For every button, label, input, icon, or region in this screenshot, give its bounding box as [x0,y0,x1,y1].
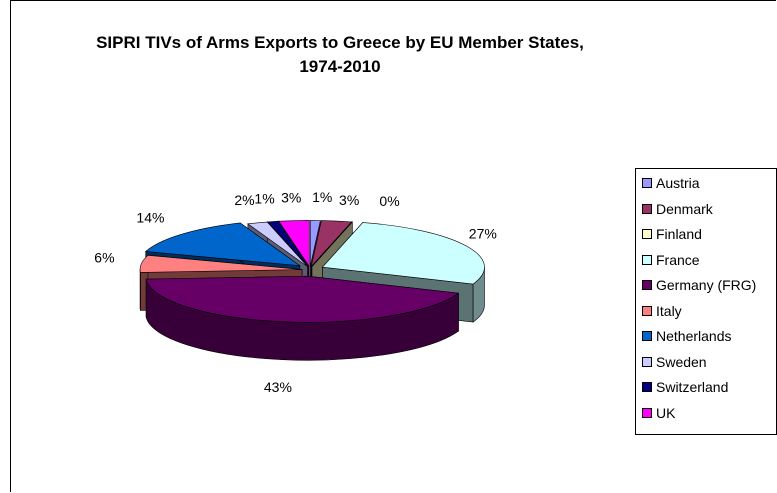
data-label: 0% [379,193,399,209]
pie-slice-uk [278,220,310,268]
legend-swatch [642,407,652,418]
legend-label: Denmark [656,200,713,217]
legend-swatch [642,305,652,316]
chart-legend: Austria Denmark Finland France Germany (FRG)… [635,168,777,435]
chart-title-line-2: 1974-2010 [299,57,381,76]
data-label: 43% [264,379,292,395]
legend-swatch [642,229,652,239]
legend-label: Netherlands [656,328,732,344]
legend-label: Switzerland [656,379,729,395]
data-label: 6% [94,250,114,266]
data-label: 3% [281,189,301,205]
pie-slice-germany-frg [145,275,460,323]
legend-label: UK [656,404,676,421]
chart-title-line-1: SIPRI TIVs of Arms Exports to Greece by … [96,33,584,52]
legend-swatch [642,203,652,214]
legend-swatch [642,356,652,367]
legend-swatch [642,254,652,265]
legend-label: Austria [656,175,700,191]
pie-slice-sweden [247,221,308,267]
data-label: 3% [339,192,359,208]
pie-slice-austria [309,220,321,267]
legend-swatch [642,331,652,341]
legend-label: Italy [656,302,682,319]
legend-label: France [656,251,700,268]
legend-label: Finland [656,226,702,242]
pie-slice-france [321,222,485,285]
data-label: 1% [254,191,274,207]
pie-slice-netherlands [144,222,301,267]
pie-slice-switzerland [267,220,309,267]
legend-swatch [642,178,652,188]
data-label: 27% [469,225,497,241]
legend-swatch [642,280,652,290]
data-label: 2% [234,192,254,208]
pie-tops [139,220,485,323]
chart-title: SIPRI TIVs of Arms Exports to Greece by … [60,31,620,79]
data-label: 14% [136,210,164,226]
data-label: 1% [312,189,332,205]
legend-swatch [642,382,652,392]
pie-slice-denmark [310,220,353,268]
pie-slice-italy [139,255,303,273]
legend-label: Germany (FRG) [656,277,757,293]
legend-label: Sweden [656,353,707,370]
